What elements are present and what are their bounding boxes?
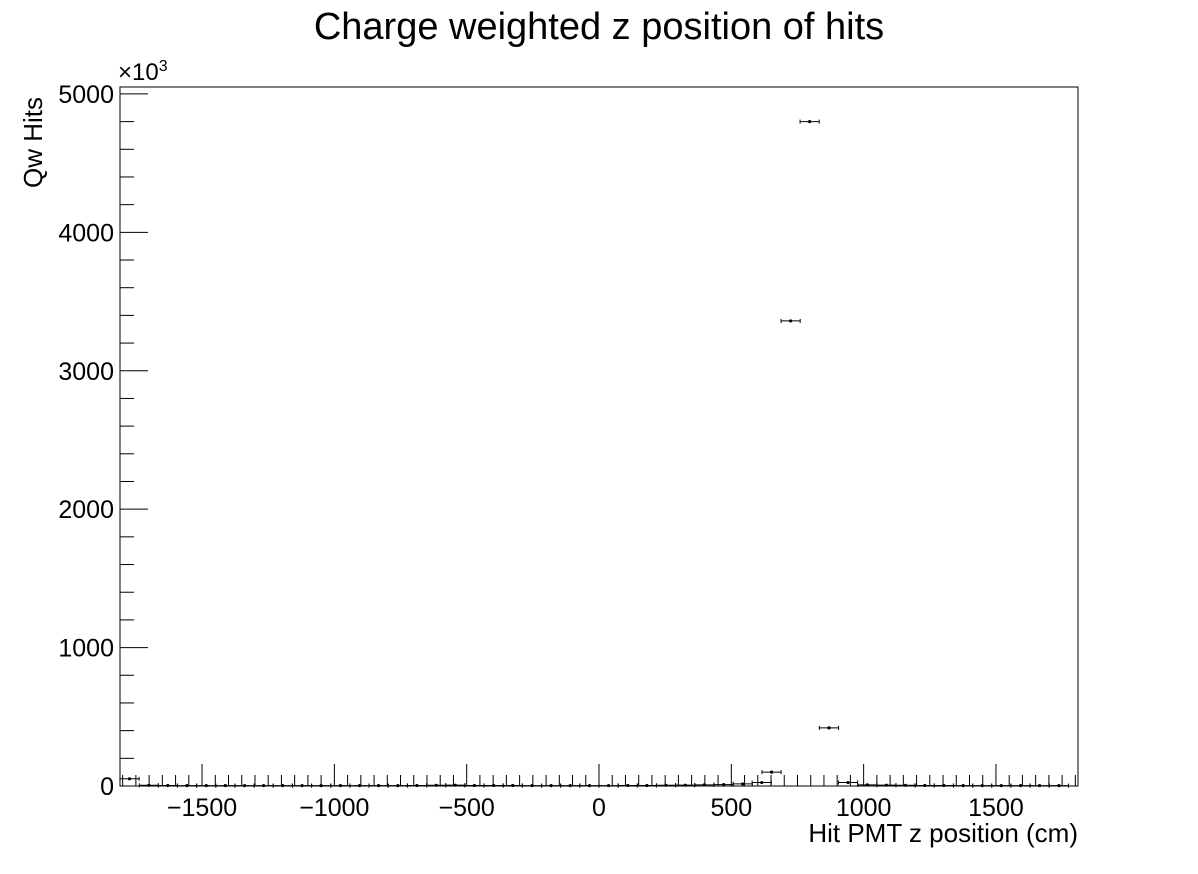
data-point [961, 783, 965, 788]
data-point [549, 783, 553, 788]
data-point [999, 783, 1003, 788]
data-point [396, 783, 400, 788]
y-tick-label: 1000 [58, 635, 114, 663]
data-point [319, 783, 323, 788]
y-tick-label: 4000 [58, 219, 114, 247]
data-point [472, 783, 476, 788]
plot-frame [119, 86, 1079, 787]
data-point [127, 777, 132, 781]
data-point [645, 783, 649, 788]
data-point [846, 780, 850, 785]
y-axis-multiplier-exponent: 3 [158, 58, 168, 75]
data-point [760, 780, 764, 785]
data-point [722, 783, 726, 787]
x-tick-label: −500 [439, 794, 495, 822]
data-point [166, 783, 170, 788]
x-tick-label: −1500 [167, 794, 237, 822]
data-point [357, 783, 362, 788]
data-point [789, 319, 793, 323]
x-tick-label: 500 [710, 794, 752, 822]
data-point [683, 783, 687, 787]
data-point [434, 783, 438, 787]
data-point [587, 783, 592, 788]
data-point [664, 783, 668, 787]
data-point [1057, 783, 1061, 788]
data-point [204, 783, 208, 788]
data-point [511, 783, 515, 788]
data-point [827, 726, 831, 730]
data-point [903, 783, 908, 787]
data-point [884, 783, 889, 787]
data-point [415, 783, 419, 788]
data-point [741, 782, 745, 786]
y-tick-label: 0 [100, 773, 114, 801]
y-tick-label: 2000 [58, 496, 114, 524]
data-point [626, 783, 630, 788]
data-point [606, 783, 611, 788]
data-point [865, 783, 869, 787]
data-point [281, 783, 285, 788]
data-point [1038, 783, 1042, 788]
data-point [923, 783, 927, 788]
data-point [702, 783, 706, 787]
data-point [568, 783, 572, 788]
data-point [147, 783, 151, 787]
data-point [243, 783, 247, 788]
data-point [1018, 783, 1023, 788]
data-point [942, 783, 946, 788]
data-point [223, 783, 227, 788]
data-point [185, 783, 189, 788]
data-point [300, 783, 304, 788]
chart-title: Charge weighted z position of hits [313, 6, 885, 48]
x-tick-label: −1000 [299, 794, 369, 822]
data-point [376, 783, 381, 788]
data-point [530, 783, 534, 788]
data-point [808, 120, 812, 124]
x-axis-label: Hit PMT z position (cm) [808, 818, 1078, 848]
y-axis-multiplier: ×103 [118, 58, 168, 87]
data-point [769, 770, 774, 774]
data-point [262, 783, 266, 788]
data-point [338, 783, 343, 788]
data-point [980, 783, 984, 788]
x-tick-label: 1000 [836, 794, 892, 822]
y-axis-multiplier-base: ×10 [118, 59, 159, 86]
y-tick-label: 5000 [58, 81, 114, 109]
data-point [453, 783, 457, 787]
x-tick-label: 1500 [968, 794, 1024, 822]
x-tick-label: 0 [592, 794, 606, 822]
y-tick-label: 3000 [58, 358, 114, 386]
data-point [492, 783, 496, 788]
